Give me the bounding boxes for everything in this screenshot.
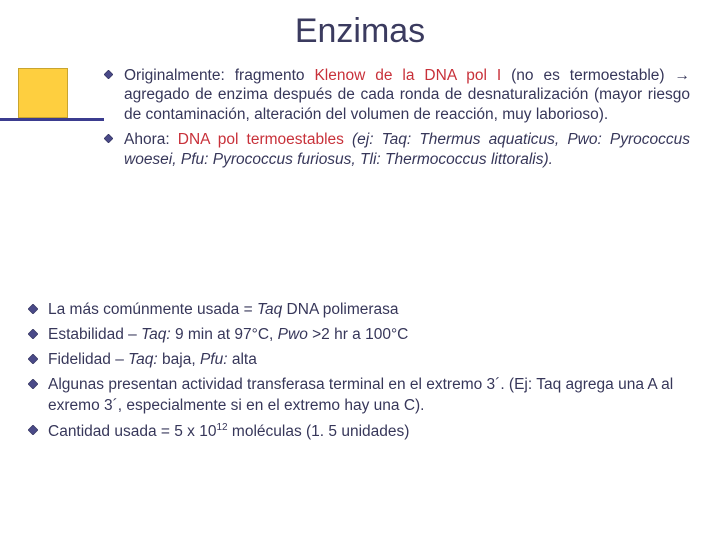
diamond-bullet-icon (104, 134, 114, 143)
bottom-bullet-item: Algunas presentan actividad transferasa … (28, 375, 690, 415)
bottom-bullet-list: La más comúnmente usada = Taq DNA polime… (28, 300, 690, 447)
bottom-bullet-text: Cantidad usada = 5 x 1012 moléculas (1. … (48, 421, 409, 442)
accent-square (18, 68, 68, 118)
top-bullet-text: Ahora: DNA pol termoestables (ej: Taq: T… (124, 130, 690, 169)
top-bullet-item: Originalmente: fragmento Klenow de la DN… (104, 66, 690, 124)
bottom-bullet-item: Fidelidad – Taq: baja, Pfu: alta (28, 350, 690, 370)
diamond-bullet-icon (104, 70, 114, 79)
diamond-bullet-icon (28, 329, 38, 339)
bottom-bullet-item: La más comúnmente usada = Taq DNA polime… (28, 300, 690, 320)
bottom-bullet-item: Estabilidad – Taq: 9 min at 97°C, Pwo >2… (28, 325, 690, 345)
bottom-bullet-text: La más comúnmente usada = Taq DNA polime… (48, 300, 399, 320)
accent-line (0, 118, 104, 121)
page-title: Enzimas (0, 12, 720, 51)
diamond-bullet-icon (28, 425, 38, 435)
bottom-bullet-text: Fidelidad – Taq: baja, Pfu: alta (48, 350, 257, 370)
diamond-bullet-icon (28, 379, 38, 389)
top-bullet-item: Ahora: DNA pol termoestables (ej: Taq: T… (104, 130, 690, 169)
bottom-bullet-text: Estabilidad – Taq: 9 min at 97°C, Pwo >2… (48, 325, 408, 345)
bottom-bullet-item: Cantidad usada = 5 x 1012 moléculas (1. … (28, 421, 690, 442)
diamond-bullet-icon (28, 304, 38, 314)
top-bullet-list: Originalmente: fragmento Klenow de la DN… (104, 66, 690, 175)
diamond-bullet-icon (28, 354, 38, 364)
top-bullet-text: Originalmente: fragmento Klenow de la DN… (124, 66, 690, 124)
bottom-bullet-text: Algunas presentan actividad transferasa … (48, 375, 690, 415)
